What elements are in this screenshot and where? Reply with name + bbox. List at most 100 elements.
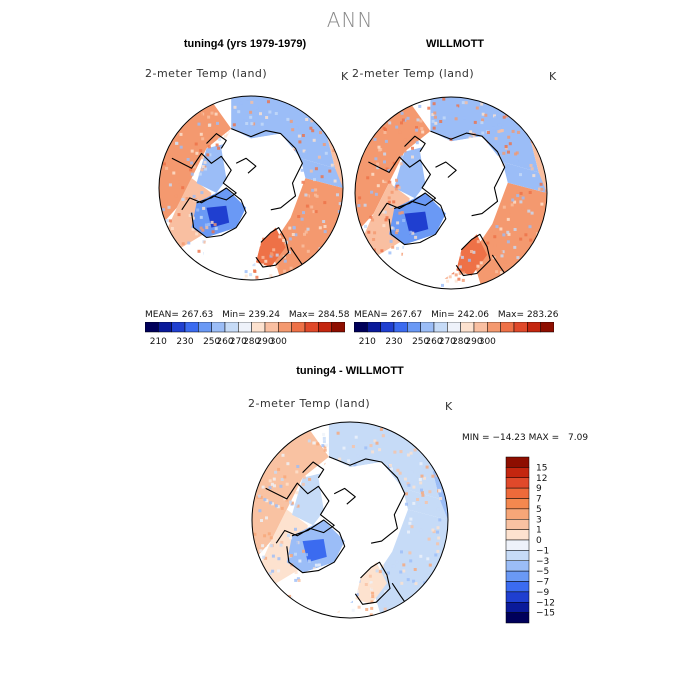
panel2-cell: [387, 200, 391, 204]
panel3-cell: [364, 446, 368, 450]
panel2-cell: [434, 121, 438, 125]
panel2-cell: [368, 237, 372, 241]
panel1-cell: [179, 145, 183, 149]
panel1-cell: [300, 168, 304, 172]
panel1-cell: [305, 118, 309, 121]
panel3-colorbar-tick-label: 3: [536, 515, 542, 525]
panel3-cell: [426, 478, 429, 482]
panel3-cell: [409, 517, 413, 521]
panel1-cell: [337, 210, 341, 213]
panel3-cell: [342, 446, 346, 450]
panel1-cell: [288, 226, 292, 230]
panel3-cell: [269, 501, 273, 505]
panel2-cell: [480, 102, 484, 106]
panel2-cell: [486, 241, 490, 245]
panel1-cell: [314, 210, 318, 214]
panel2-cell: [524, 233, 528, 237]
panel3-cell: [323, 448, 327, 452]
panel3-cell: [400, 550, 403, 554]
panel2-cell: [403, 138, 407, 142]
panel3-cell: [303, 441, 307, 445]
panel1-cell: [199, 149, 203, 153]
panel2-colorbar-swatch: [420, 322, 435, 333]
panel1-cell: [207, 123, 211, 127]
panel3-colorbar-swatch: [505, 581, 530, 593]
panel2-cell: [400, 211, 404, 215]
panel3-cell: [296, 577, 300, 581]
panel3-cell: [396, 468, 400, 472]
panel2-cell: [467, 258, 471, 262]
panel3-field: [252, 422, 448, 618]
panel3-cell: [294, 552, 297, 556]
panel3-cell: [322, 440, 326, 444]
panel1-subtitle: 2-meter Temp (land): [145, 67, 268, 80]
panel3-cell: [371, 591, 375, 595]
panel2-cell: [395, 229, 399, 233]
panel3-cell: [277, 557, 281, 561]
panel3-cell: [395, 560, 399, 564]
panel1-cell: [246, 97, 250, 101]
panel2-cell: [516, 256, 520, 260]
panel3-cell: [383, 602, 387, 606]
panel2-cell: [366, 176, 370, 180]
panel2-cell: [530, 211, 534, 215]
panel1-cell: [190, 161, 194, 165]
panel2-units: K: [549, 70, 557, 83]
panel3-cell: [418, 478, 422, 481]
panel1-cell: [168, 219, 172, 223]
panel3-cell: [338, 457, 342, 461]
panel3-cell: [286, 462, 290, 466]
panel1-colorbar-tick-label: 250: [203, 337, 220, 347]
panel2-cell: [427, 106, 431, 110]
panel1-cell: [309, 169, 313, 173]
panel3-cell: [268, 486, 272, 490]
panel3-cell: [295, 536, 299, 540]
panel3-cell: [289, 554, 293, 557]
panel1-mean-value: 267.63: [181, 310, 214, 320]
panel2-cell: [495, 270, 499, 274]
panel2-colorbar-swatch: [500, 322, 515, 333]
panel2-cell: [363, 203, 367, 207]
panel3-cell: [305, 553, 308, 557]
panel3-max-label: MAX =: [528, 433, 560, 443]
panel1-cell: [287, 250, 291, 254]
panel2-cell: [371, 218, 375, 222]
panel2-coastline: [388, 192, 447, 246]
panel2-cell: [497, 123, 501, 127]
panel1-cell: [336, 193, 339, 197]
panel2-cell: [486, 131, 490, 134]
panel3-cell: [296, 504, 300, 508]
panel2-cell: [514, 152, 518, 156]
panel2-cell: [358, 196, 362, 200]
panel1-cell: [302, 149, 306, 153]
panel2-cell: [383, 160, 386, 164]
panel3-subtitle: 2-meter Temp (land): [248, 397, 371, 410]
panel1-cell: [211, 129, 215, 133]
panel2-cell: [519, 237, 523, 241]
panel2-cell: [390, 226, 394, 230]
panel1-cell: [203, 160, 207, 164]
panel2-colorbar-swatch: [460, 322, 475, 333]
panel1-cell: [165, 219, 169, 222]
panel2-cell: [521, 207, 525, 211]
panel2-cell: [519, 191, 523, 195]
panel3-cell: [288, 594, 292, 598]
panel3-cell: [369, 581, 373, 585]
panel2-cell: [528, 191, 532, 194]
panel2-mean-value: 267.67: [390, 310, 423, 320]
panel3-cell: [276, 505, 280, 509]
panel2-cell: [371, 172, 375, 176]
panel1-cell: [201, 137, 205, 141]
panel1-cell: [162, 162, 166, 166]
panel2-cell: [527, 209, 531, 213]
panel2-cell: [411, 231, 415, 235]
panel3-cell: [414, 582, 418, 586]
panel3-colorbar-swatch: [505, 550, 530, 561]
panel2-cell: [501, 250, 505, 254]
panel2-cell: [399, 162, 403, 166]
panel2-cell: [538, 187, 541, 191]
panel2-polar-map: [354, 96, 548, 290]
panel2-atlantic-ocean: [399, 234, 462, 289]
panel1-cell: [244, 270, 248, 274]
